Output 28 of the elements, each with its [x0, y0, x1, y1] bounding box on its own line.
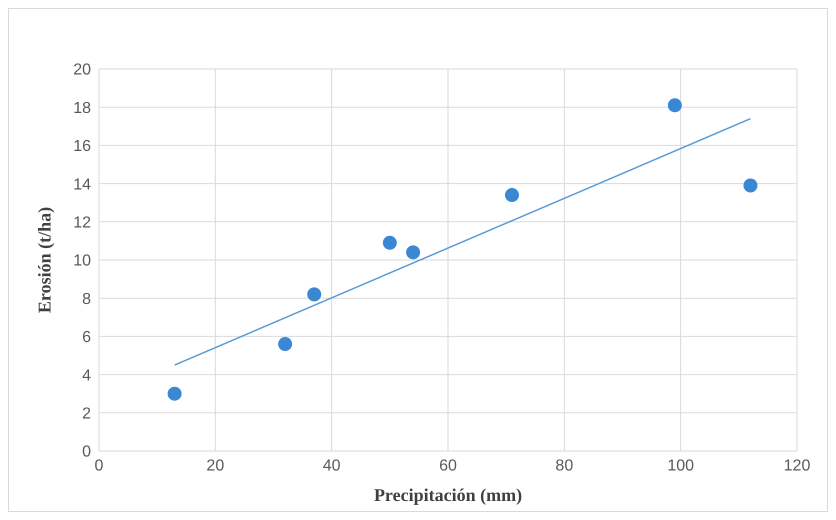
point — [668, 98, 682, 112]
point — [278, 337, 292, 352]
x-tick-label: 100 — [667, 457, 694, 474]
x-tick-label: 20 — [206, 457, 224, 474]
y-tick-label: 16 — [73, 138, 92, 156]
x-axis-title: Precipitación (mm) — [374, 485, 522, 505]
x-tick-label: 80 — [555, 457, 574, 474]
point — [504, 188, 519, 202]
y-tick-label: 10 — [73, 252, 92, 270]
x-tick-label: 40 — [322, 457, 341, 474]
point — [743, 178, 758, 193]
y-tick-label: 6 — [82, 329, 92, 346]
x-tick-label: 120 — [784, 457, 810, 474]
y-tick-label: 12 — [73, 214, 92, 232]
point — [406, 245, 420, 260]
y-tick-label: 4 — [82, 367, 92, 384]
y-tick-label: 20 — [73, 62, 92, 79]
y-tick-label: 0 — [82, 444, 92, 461]
x-tick-label: 60 — [439, 457, 457, 474]
x-tick-label: 0 — [94, 457, 104, 474]
point — [307, 287, 322, 302]
point — [382, 236, 397, 250]
y-axis-title: Erosión (t/ha) — [34, 206, 54, 314]
y-tick-label: 18 — [73, 100, 92, 117]
y-tick-label: 14 — [73, 176, 92, 194]
y-tick-label: 8 — [82, 290, 92, 308]
y-tick-label: 2 — [82, 405, 92, 422]
point — [168, 386, 182, 401]
